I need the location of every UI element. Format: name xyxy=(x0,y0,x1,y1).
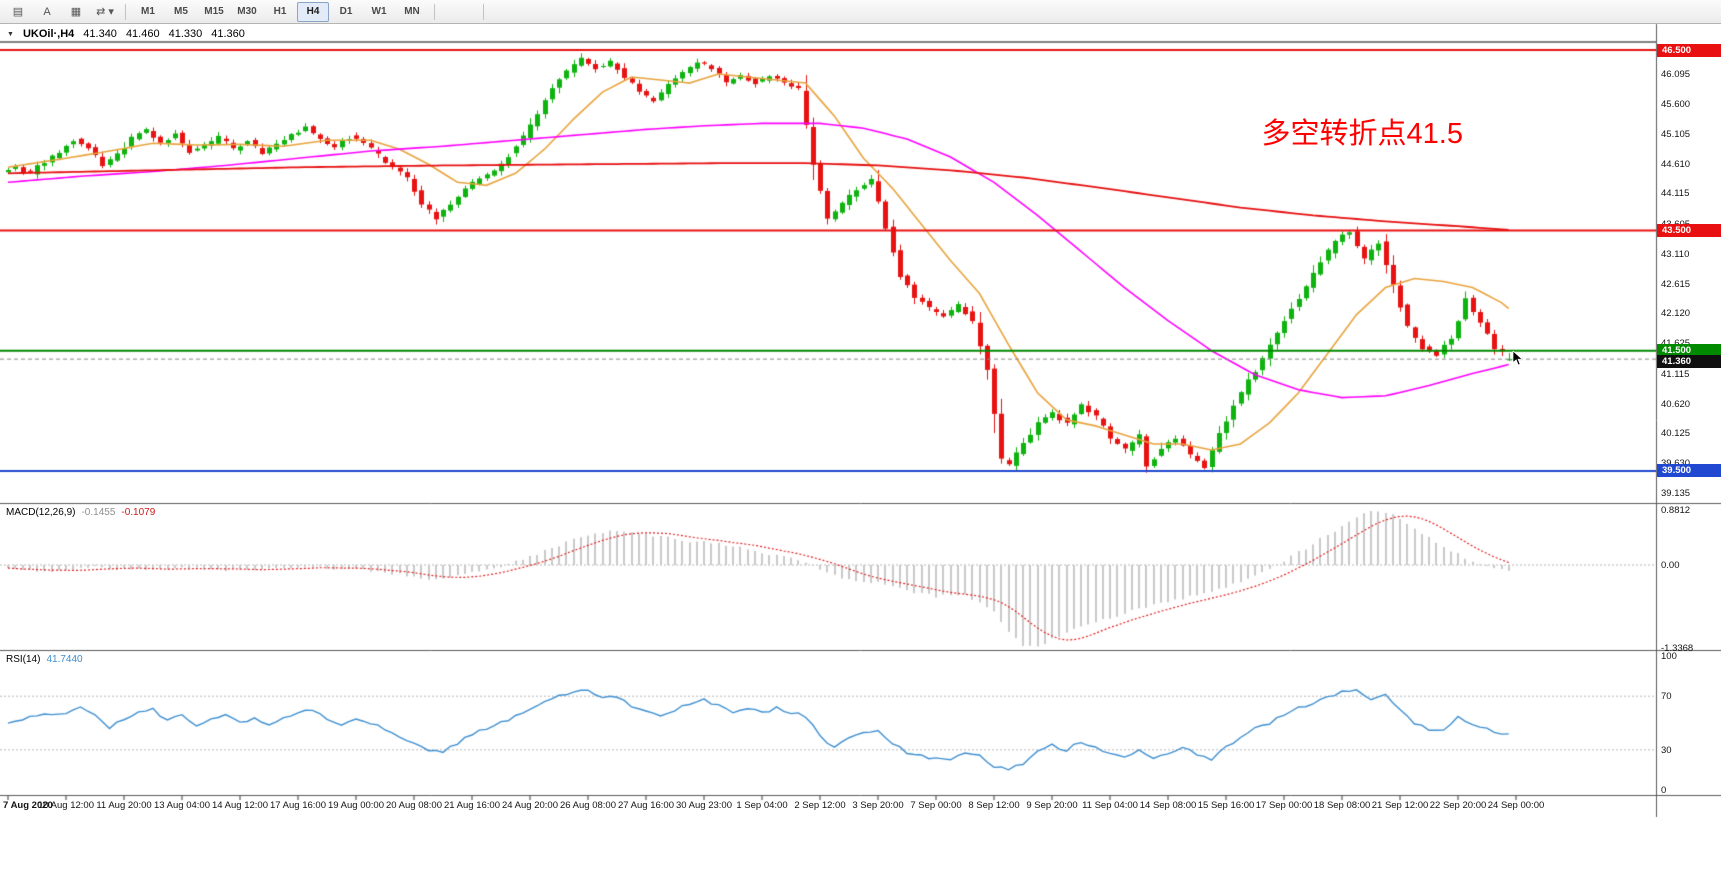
chart-window-icon[interactable]: ▤ xyxy=(12,6,24,18)
timeframe-button-M5[interactable]: M5 xyxy=(174,6,188,17)
toolbar-separator xyxy=(483,3,484,20)
macd-indicator-label: MACD(12,26,9) -0.1455 -0.1079 xyxy=(6,507,155,518)
timeframe-button-H4[interactable]: H4 xyxy=(297,1,329,22)
timeframe-toolbar: M1 M5 M15 M30 H1 H4 D1 W1 MN xyxy=(132,1,428,22)
timeframe-button-W1[interactable]: W1 xyxy=(371,6,387,17)
macd-name: MACD(12,26,9) xyxy=(6,507,76,518)
symbol-label: UKOil·,H4 xyxy=(22,28,75,40)
chart-text-annotation[interactable]: 多空转折点41.5 xyxy=(1261,118,1463,150)
rsi-name: RSI(14) xyxy=(6,654,41,665)
timeframe-button-MN[interactable]: MN xyxy=(404,6,420,17)
ohlc-close: 41.360 xyxy=(211,28,245,40)
ohlc-high: 41.460 xyxy=(125,28,160,40)
macd-signal-value: -0.1079 xyxy=(121,507,156,518)
ohlc-open: 41.340 xyxy=(83,28,117,40)
rsi-indicator-label: RSI(14) 41.7440 xyxy=(6,654,83,665)
ohlc-low: 41.330 xyxy=(168,28,203,40)
toolbar-separator xyxy=(434,3,435,20)
toolbar-separator xyxy=(125,3,126,20)
timeframe-button-M30[interactable]: M30 xyxy=(237,6,257,17)
chart-title: ▼ UKOil·,H4 41.340 41.460 41.330 41.360 xyxy=(7,28,245,40)
timeframe-button-M1[interactable]: M1 xyxy=(141,6,155,17)
symbol-dropdown-icon[interactable]: ▼ xyxy=(7,30,14,38)
template-icon[interactable]: ▦ xyxy=(70,6,82,18)
timeframe-button-D1[interactable]: D1 xyxy=(339,6,353,17)
toolbar-icon-group: ▤ A ▦ ⇄ ▾ xyxy=(4,1,119,22)
mouse-cursor-icon xyxy=(1512,351,1524,366)
timeframe-button-M15[interactable]: M15 xyxy=(204,6,224,17)
auto-scroll-icon[interactable]: ⇄ ▾ xyxy=(96,6,114,18)
timeframe-button-H1[interactable]: H1 xyxy=(273,6,287,17)
toolbar: ▤ A ▦ ⇄ ▾ M1 M5 M15 M30 H1 H4 D1 W1 MN xyxy=(0,0,1721,24)
rsi-value: 41.7440 xyxy=(46,654,83,665)
macd-main-value: -0.1455 xyxy=(81,507,116,518)
annotation-letter-icon[interactable]: A xyxy=(43,5,51,18)
